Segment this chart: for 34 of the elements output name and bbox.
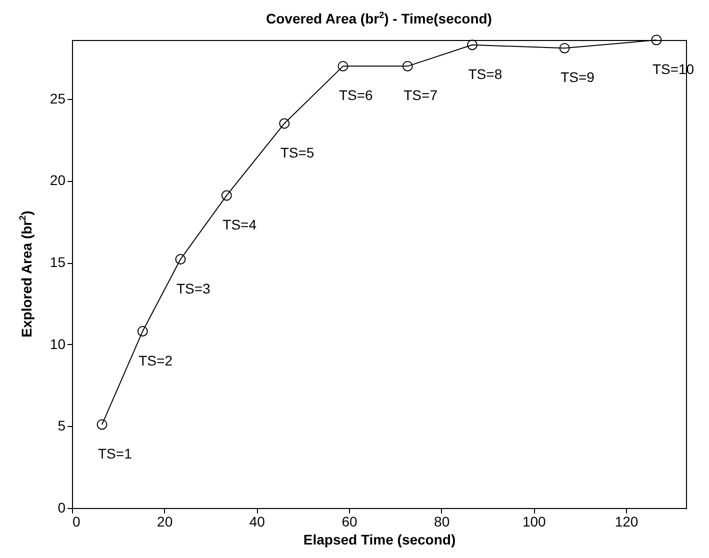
- x-tick-label: 40: [249, 514, 266, 530]
- annotation: TS=7: [404, 87, 438, 104]
- point: [175, 254, 186, 265]
- annotation: TS=2: [138, 352, 173, 368]
- point: [559, 42, 570, 54]
- y-tick-label: 25: [50, 90, 66, 106]
- y-tick-label: 10: [50, 336, 66, 352]
- point: [137, 326, 148, 337]
- x-tick-label: 120: [614, 514, 638, 530]
- x-tick-label: 0: [72, 514, 80, 530]
- point: [279, 118, 290, 129]
- point: [338, 60, 348, 72]
- annotation: TS=6: [338, 87, 374, 104]
- y-tick-label: 15: [50, 254, 66, 270]
- x-tick-label: 60: [342, 514, 358, 530]
- y-tick-label: 20: [50, 172, 66, 188]
- annotation: TS=8: [468, 66, 502, 82]
- annotation: TS=3: [176, 280, 211, 296]
- point: [651, 34, 662, 46]
- x-tick-label: 100: [522, 514, 546, 530]
- point: [467, 40, 478, 50]
- point: [402, 60, 413, 72]
- annotation: TS=5: [280, 144, 314, 160]
- y-tick-label: 5: [58, 418, 66, 434]
- x-tick-label: 80: [434, 514, 450, 530]
- annotation: TS=9: [560, 69, 595, 86]
- point: [221, 190, 232, 201]
- y-tick-label: 0: [58, 500, 66, 516]
- point: [96, 419, 108, 430]
- x-axis-title: Elapsed Time (second): [303, 532, 456, 548]
- chart-title: Covered Area (br$^{2}$) - Time(second): [265, 10, 493, 27]
- annotation: TS=1: [98, 446, 132, 462]
- x-tick-label: 20: [157, 514, 173, 530]
- annotation: TS=4: [222, 216, 257, 232]
